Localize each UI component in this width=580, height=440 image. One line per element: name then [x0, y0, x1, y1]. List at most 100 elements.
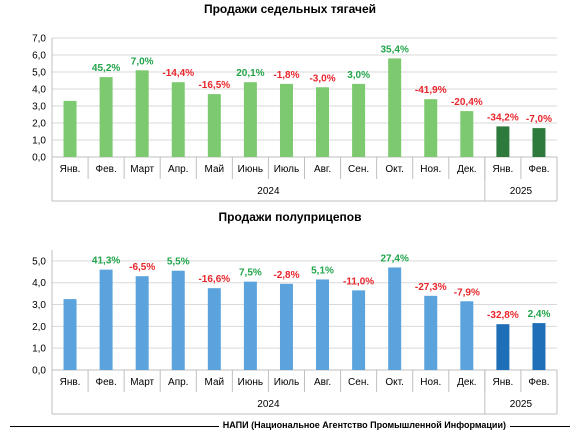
chart-1-category-label: Фев.: [528, 164, 549, 175]
chart-1-y-tick-label: 3,0: [32, 102, 46, 113]
chart-1-bar: [207, 94, 221, 157]
source-footnote: НАПИ (Национальное Агентство Промышленно…: [218, 420, 510, 430]
chart-2-category-label: Март: [130, 377, 154, 388]
chart-1-y-tick-label: 2,0: [32, 119, 46, 130]
chart-1-category-label: Янв.: [60, 164, 81, 175]
chart-1-data-label: -14,4%: [162, 68, 194, 79]
chart-1-bar: [63, 100, 77, 157]
chart-2-bar: [352, 290, 366, 370]
chart-1-category-label: Ноя.: [420, 164, 441, 175]
chart-1-data-label: 7,0%: [131, 56, 154, 67]
chart-1-category-label: Янв.: [492, 164, 513, 175]
chart-2-category-label: Сен.: [348, 377, 369, 388]
chart-1-category-label: Авг.: [314, 164, 331, 175]
chart-2-data-label: 5,5%: [167, 257, 190, 268]
chart-1-data-label: 45,2%: [92, 63, 120, 74]
chart-1-category-label: Апр.: [168, 164, 188, 175]
chart-2-data-label: 2,4%: [528, 309, 551, 320]
chart-2-category-label: Янв.: [492, 377, 513, 388]
chart-1-category-label: Окт.: [385, 164, 404, 175]
chart-1-category-label: Фев.: [95, 164, 116, 175]
chart-1-category-label: Дек.: [457, 164, 477, 175]
chart-2-y-tick-label: 3,0: [32, 300, 46, 311]
chart-2-data-label: -27,3%: [415, 282, 447, 293]
chart-2-category-label: Май: [205, 377, 225, 388]
chart-1-category-label: Март: [130, 164, 154, 175]
chart-2-category-label: Дек.: [457, 377, 477, 388]
chart-1-data-label: -20,4%: [451, 97, 483, 108]
chart-2-data-label: 7,5%: [239, 268, 262, 279]
chart-2-category-label: Окт.: [385, 377, 404, 388]
chart-2-category-label: Фев.: [528, 377, 549, 388]
chart-1-bar: [279, 83, 293, 157]
chart-1-category-label: Май: [205, 164, 225, 175]
chart-1-y-tick-label: 4,0: [32, 85, 46, 96]
chart-2-bar: [460, 301, 474, 370]
chart-1-bar: [424, 99, 438, 157]
chart-2-bar: [99, 269, 113, 370]
chart-1-bar: [352, 83, 366, 157]
chart-2-data-label: 5,1%: [311, 265, 334, 276]
chart-2-bar: [63, 299, 77, 370]
chart-2-category-label: Фев.: [95, 377, 116, 388]
chart-2-y-tick-label: 5,0: [32, 256, 46, 267]
chart-1-data-label: 20,1%: [236, 68, 264, 79]
chart-1-category-label: Июль: [274, 164, 300, 175]
chart-2-bar: [388, 267, 402, 370]
chart-1-data-label: -1,8%: [273, 70, 299, 81]
chart-2-category-label: Янв.: [60, 377, 81, 388]
chart-1-bar: [532, 128, 546, 157]
chart-2-data-label: -6,5%: [129, 262, 155, 273]
chart-1-data-label: -16,5%: [198, 80, 230, 91]
chart-1-bar: [496, 126, 510, 157]
chart-2-y-tick-label: 4,0: [32, 278, 46, 289]
chart-1-y-tick-label: 6,0: [32, 51, 46, 62]
chart-1-data-label: -7,0%: [526, 114, 552, 125]
chart-1-data-label: 35,4%: [380, 44, 408, 55]
chart-2-year-label: 2025: [510, 399, 533, 410]
chart-1-bar: [316, 87, 330, 157]
chart-2-y-tick-label: 2,0: [32, 322, 46, 333]
chart-1-category-label: Сен.: [348, 164, 369, 175]
chart-2-y-tick-label: 0,0: [32, 366, 46, 377]
chart-2-title: Продажи полуприцепов: [218, 210, 362, 224]
chart-1-bar: [135, 70, 149, 157]
chart-2-category-label: Июль: [274, 377, 300, 388]
chart-2-category-label: Июнь: [238, 377, 263, 388]
chart-1-data-label: -3,0%: [309, 73, 335, 84]
chart-2-year-label: 2024: [257, 399, 280, 410]
chart-1-year-label: 2024: [257, 186, 280, 197]
chart-2-data-label: -32,8%: [487, 310, 519, 321]
chart-2-data-label: -2,8%: [273, 270, 299, 281]
chart-2-bar: [532, 323, 546, 370]
chart-2-data-label: -16,6%: [198, 274, 230, 285]
chart-2-data-label: -11,0%: [343, 276, 374, 287]
chart-1-data-label: 3,0%: [347, 70, 370, 81]
chart-2-bar: [243, 281, 257, 370]
chart-2-y-tick-label: 1,0: [32, 344, 46, 355]
chart-2-category-label: Апр.: [168, 377, 188, 388]
chart-2-category-label: Авг.: [314, 377, 331, 388]
chart-1-y-tick-label: 1,0: [32, 136, 46, 147]
chart-2-data-label: 41,3%: [92, 256, 120, 267]
chart-1-y-tick-label: 0,0: [32, 153, 46, 164]
chart-1-year-label: 2025: [510, 186, 533, 197]
chart-2-data-label: -7,9%: [454, 287, 480, 298]
chart-1-category-label: Июнь: [238, 164, 263, 175]
chart-2-bar: [316, 279, 330, 370]
chart-2-bar: [135, 276, 149, 370]
chart-1-bar: [460, 111, 474, 157]
chart-2-bar: [424, 295, 438, 370]
chart-1-y-tick-label: 7,0: [32, 34, 46, 45]
chart-2-bar: [207, 288, 221, 370]
chart-2-category-label: Ноя.: [420, 377, 441, 388]
chart-2-bar: [171, 270, 185, 370]
chart-1-data-label: -34,2%: [487, 112, 519, 123]
chart-2-bar: [496, 324, 510, 370]
chart-2-plot: 0,0 1,0 2,0 3,0 4,0 5,0 Янв. 41,3% Фев. -6,5% Март…: [32, 250, 558, 415]
chart-1-plot: 0,0 1,0 2,0 3,0 4,0 5,0 6,0 7,0 Янв. 45,2% Фев. 7,0…: [32, 34, 558, 202]
chart-1-bar: [171, 82, 185, 157]
chart-2-bar: [279, 283, 293, 370]
chart-2-data-label: 27,4%: [380, 253, 408, 264]
chart-1-bar: [243, 82, 257, 157]
